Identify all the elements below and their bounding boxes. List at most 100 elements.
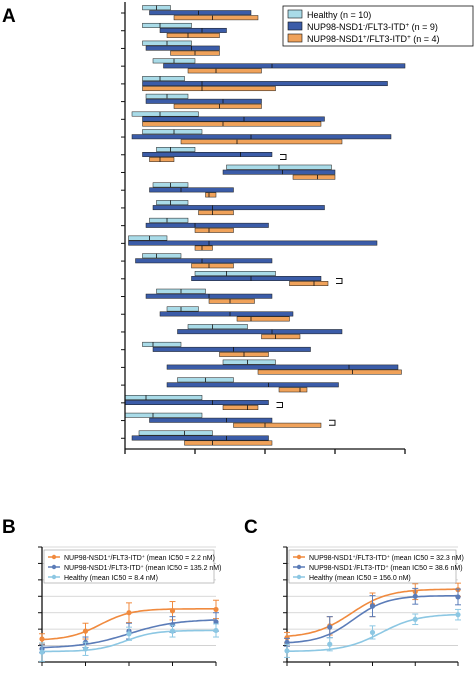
legend-swatch-itd_neg: [287, 21, 303, 31]
bar-healthy-luminespib: [187, 324, 248, 330]
bar-itd_neg-lestaurtinib: [152, 346, 311, 352]
data-point-itd_neg: [327, 624, 333, 630]
bar-itd_neg-osi-027: [135, 258, 273, 264]
bar-healthy-idelalisib: [131, 111, 199, 117]
data-point-healthy: [412, 616, 418, 622]
bar-itd_neg-pictilisib: [152, 205, 325, 211]
data-point-itd_neg: [412, 593, 418, 599]
bar-itd_pos-biib021: [278, 387, 308, 393]
bar-itd_neg-azd7762: [163, 63, 406, 69]
bar-itd_pos-dasatinib: [222, 405, 259, 410]
panel-b-dasatinib-chart: NUP98-NSD1+/FLT3-ITD+ (mean IC50 = 2.2 n…: [38, 546, 221, 666]
bar-itd_pos-idelalisib: [142, 121, 322, 127]
bar-itd_pos-doramapimod: [208, 298, 255, 304]
data-point-healthy: [369, 629, 376, 636]
significance-bracket: [336, 278, 343, 284]
bar-itd_pos-refametinib: [184, 440, 273, 446]
bar-itd_neg-refametinib: [131, 435, 269, 441]
bar-healthy-lestaurtinib: [142, 341, 182, 347]
legend-swatch-itd_pos: [287, 33, 303, 43]
bar-itd_pos-navitoclax: [257, 369, 402, 375]
panel-label-c: C: [244, 517, 258, 538]
bar-healthy-refametinib: [138, 430, 213, 436]
legend-label-itd_pos: NUP98-NSD1+/FLT3-ITD+ (n = 4): [307, 34, 440, 45]
bar-itd_neg-tivozanib: [149, 417, 273, 423]
legend-label-healthy: Healthy (n = 10): [307, 10, 371, 20]
bar-healthy-navitoclax: [222, 359, 276, 365]
bar-healthy-pictilisib: [156, 200, 189, 206]
bar-itd_neg-luminespib: [177, 329, 343, 335]
bar-itd_neg-vorinostat: [145, 222, 269, 228]
bar-healthy-axitinib: [142, 22, 192, 28]
legend-marker-itd_neg: [296, 564, 302, 570]
significance-bracket: [329, 419, 336, 426]
data-point-itd_pos: [39, 636, 45, 642]
panel-a-dss-chart: Healthy (n = 10) NUP98-NSD1-/FLT3-ITD+ (n…: [121, 2, 474, 454]
bar-itd_pos-entinostat: [173, 15, 259, 21]
bar-itd_neg-danusertib: [149, 187, 234, 193]
bar-itd_neg-belinostat: [191, 276, 322, 281]
legend-panel-c: NUP98-NSD1+/FLT3-ITD+ (mean IC50 = 32.3 …: [288, 549, 464, 584]
bar-itd_neg-linsitinib: [145, 45, 220, 51]
data-point-itd_neg: [455, 594, 461, 600]
bar-healthy-everolimus: [128, 235, 168, 241]
data-point-healthy: [39, 649, 45, 655]
legend-label-healthy: Healthy (mean IC50 = 156.0 nM): [309, 575, 411, 582]
legend-label-healthy: Healthy (mean IC50 = 8.4 nM): [64, 575, 158, 582]
data-point-healthy: [455, 612, 461, 618]
data-point-healthy: [126, 631, 132, 637]
data-point-itd_neg: [284, 639, 290, 645]
bar-itd_pos-luminespib: [261, 334, 301, 340]
data-point-healthy: [169, 628, 176, 634]
significance-bracket: [276, 402, 283, 409]
bar-itd_pos-panobinostat: [292, 174, 336, 180]
bar-itd_neg-foretinib: [142, 81, 388, 87]
panel-label-b: B: [2, 517, 16, 538]
bar-itd_neg-pimasertib: [145, 98, 262, 104]
bar-healthy-foretinib: [142, 76, 185, 82]
bar-healthy-dasatinib: [124, 395, 203, 400]
bar-itd_pos-belinostat: [289, 281, 329, 286]
bar-healthy-azd8055: [142, 129, 203, 135]
legend-label-itd_pos: NUP98-NSD1+/FLT3-ITD+ (mean IC50 = 32.3 …: [309, 555, 464, 563]
bar-healthy-tanespimycin: [166, 306, 199, 312]
legend-marker-healthy: [51, 574, 57, 580]
bar-itd_pos-axitinib: [166, 32, 220, 38]
data-point-itd_pos: [213, 606, 219, 613]
bar-itd_neg-dasatinib: [124, 400, 269, 405]
bar-itd_pos-osi-027: [191, 263, 234, 269]
bar-itd_pos-azd8055: [180, 139, 343, 145]
legend-label-itd_neg: NUP98-NSD1-/FLT3-ITD+ (mean IC50 = 38.6 …: [309, 565, 463, 573]
legend-label-itd_neg: NUP98-NSD1-/FLT3-ITD+ (mean IC50 = 135.2…: [64, 565, 221, 573]
bar-itd_pos-danusertib: [205, 192, 217, 198]
legend-marker-itd_pos: [51, 554, 57, 560]
panel-label-a: A: [2, 6, 16, 27]
bar-itd_pos-everolimus: [194, 245, 213, 251]
data-point-healthy: [82, 646, 89, 652]
bar-healthy-mitoxantrone: [156, 147, 196, 152]
bar-itd_neg-tanespimycin: [159, 311, 294, 317]
data-point-healthy: [327, 641, 333, 647]
bar-itd_pos-tivozanib: [233, 422, 322, 428]
bar-itd_neg-navitoclax: [166, 364, 399, 370]
legend-marker-healthy: [296, 574, 302, 580]
bar-itd_neg-panobinostat: [222, 169, 336, 175]
bar-itd_pos-foretinib: [142, 86, 276, 92]
legend-marker-itd_neg: [51, 564, 57, 570]
bar-itd_neg-everolimus: [128, 240, 378, 246]
legend-marker-itd_pos: [296, 554, 302, 560]
bar-itd_neg-axitinib: [159, 27, 227, 33]
data-point-itd_neg: [213, 619, 219, 625]
bar-itd_pos-vorinostat: [194, 227, 234, 233]
panel-c-navitoclax-chart: NUP98-NSD1+/FLT3-ITD+ (mean IC50 = 32.3 …: [283, 546, 464, 666]
bar-itd_pos-pictilisib: [198, 210, 234, 216]
bar-itd_pos-mitoxantrone: [149, 157, 175, 162]
bar-healthy-tivozanib: [124, 412, 203, 418]
bar-healthy-vorinostat: [149, 217, 189, 223]
legend-panel-b: NUP98-NSD1+/FLT3-ITD+ (mean IC50 = 2.2 n…: [43, 549, 221, 584]
bar-itd_neg-idelalisib: [142, 116, 325, 122]
legend-box: [43, 549, 215, 584]
bar-itd_neg-mitoxantrone: [142, 152, 273, 157]
data-point-itd_neg: [169, 621, 176, 628]
